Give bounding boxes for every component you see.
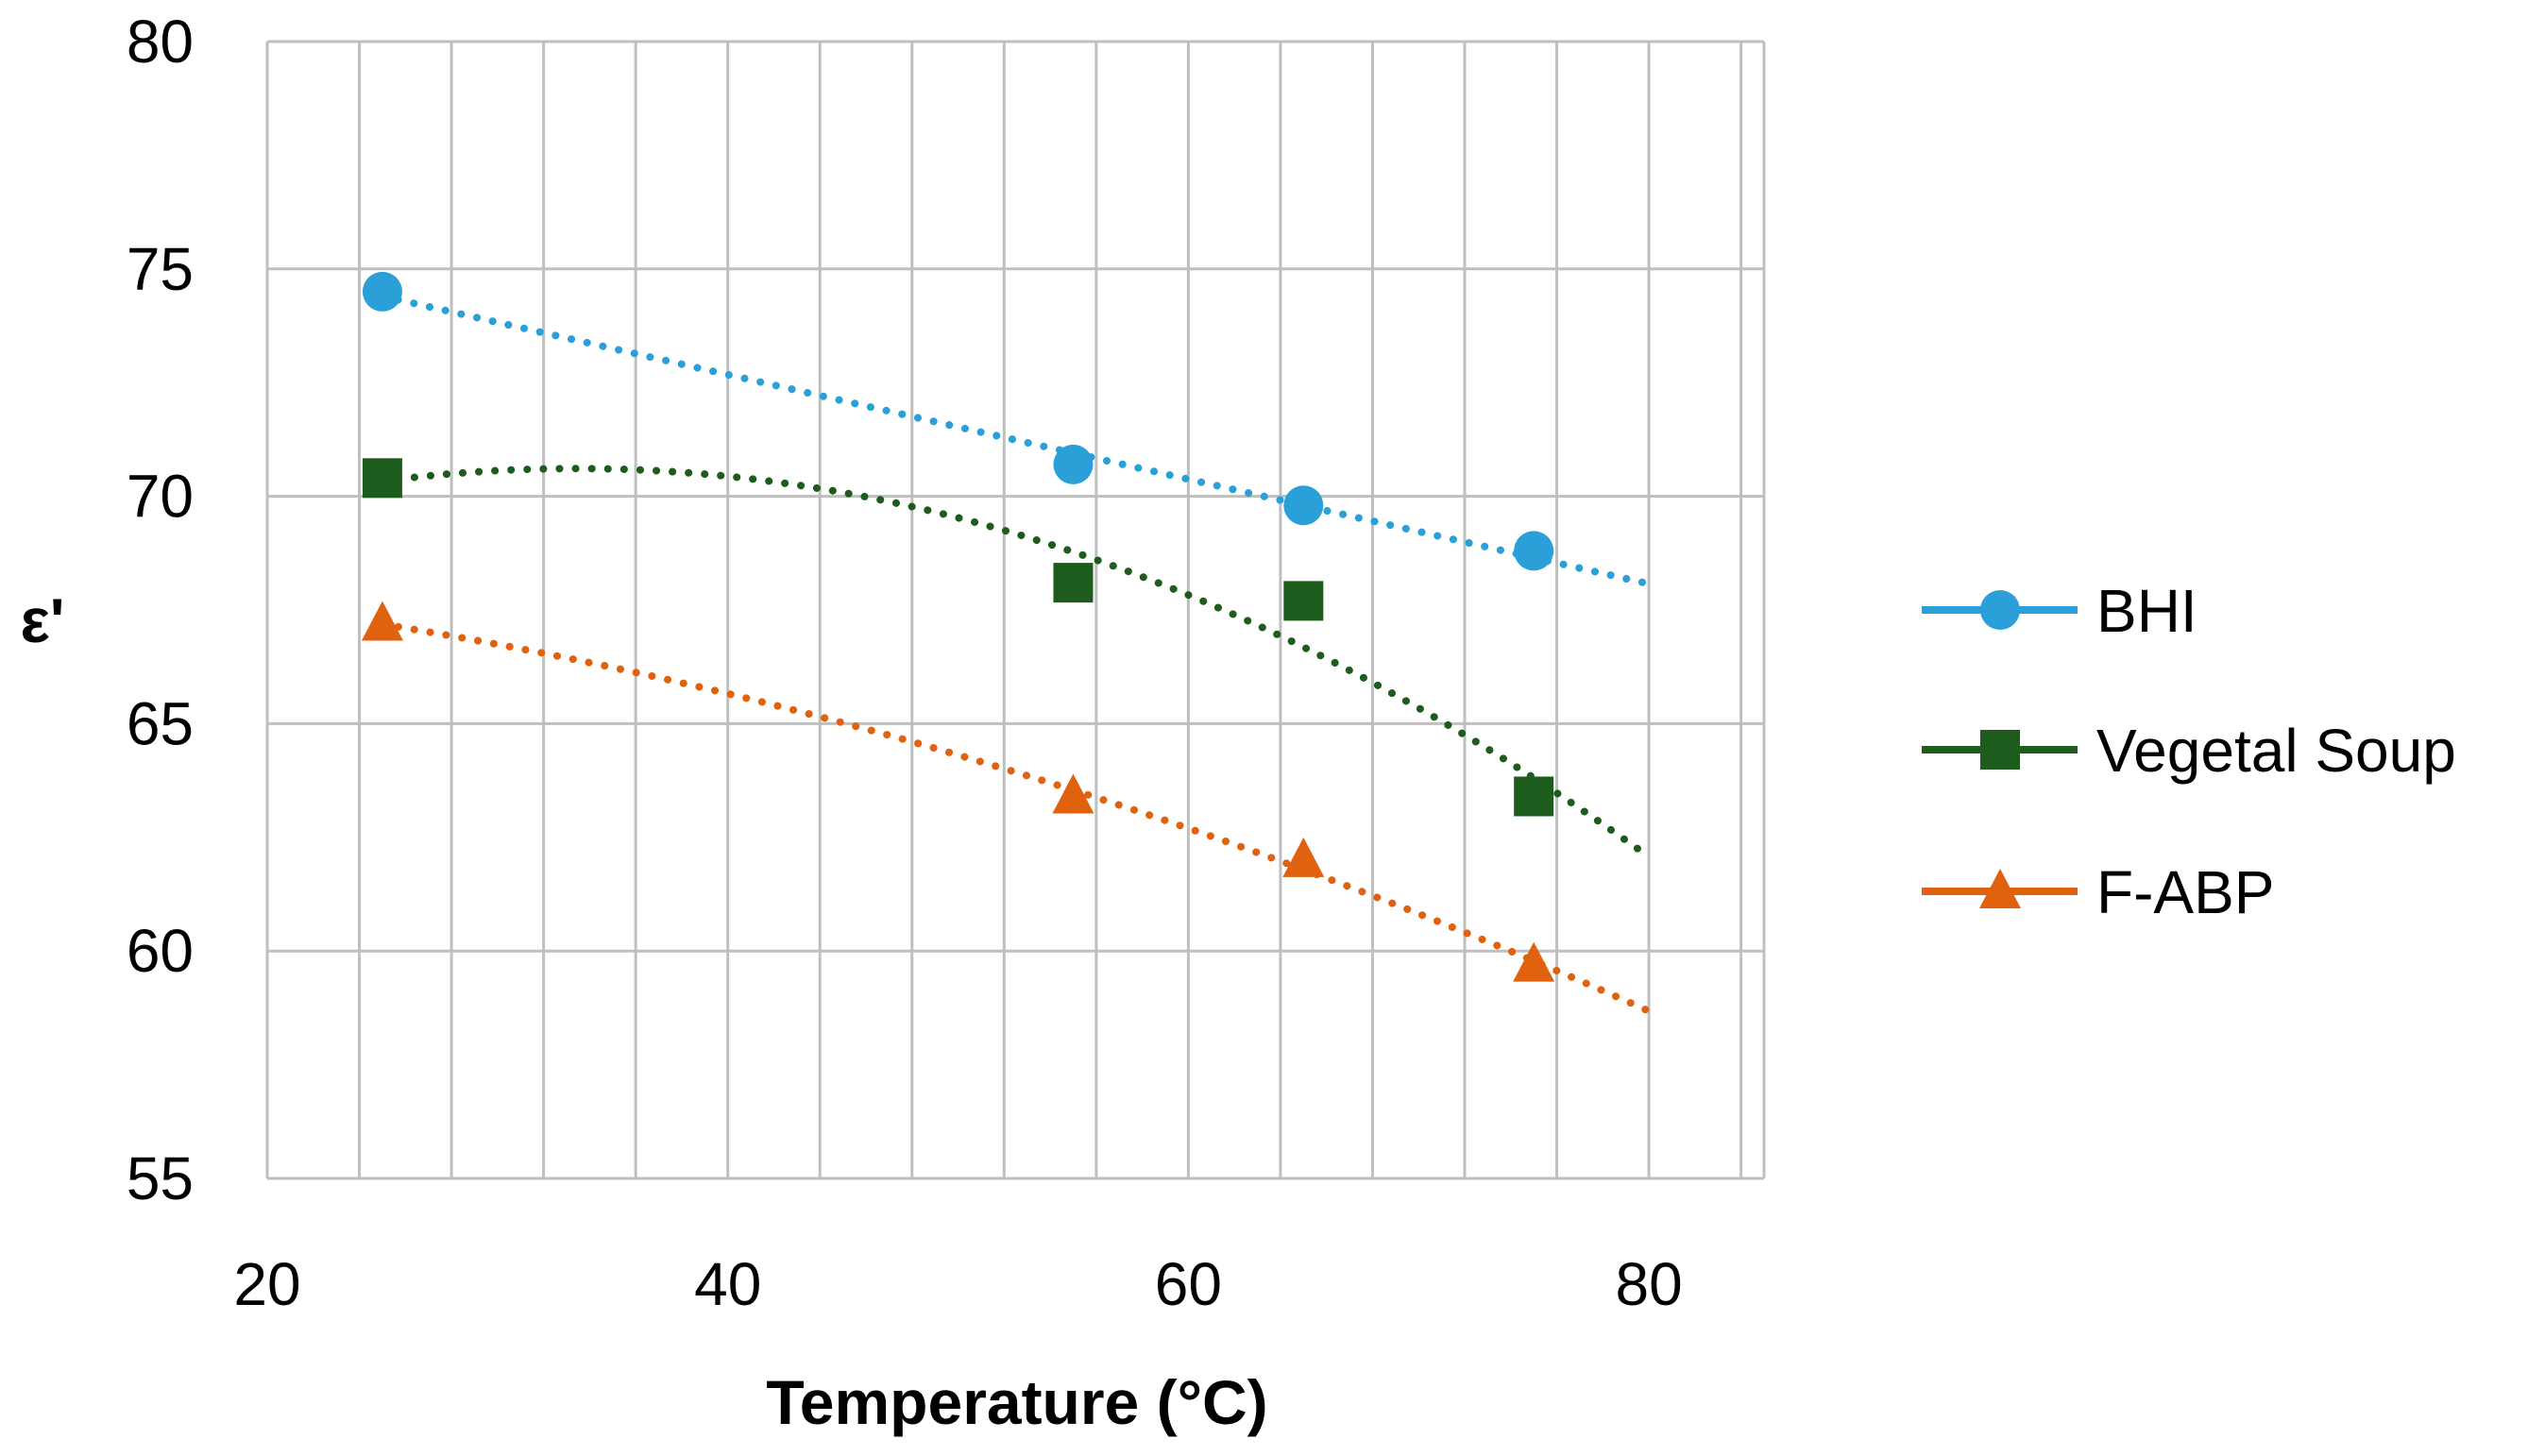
f-abp-trendline: [378, 620, 1654, 1015]
f-abp-data-point: [1513, 941, 1555, 982]
legend: BHI Vegetal Soup F-ABP: [1922, 577, 2456, 926]
bhi-trendline: [378, 292, 1654, 588]
vegetal-soup-data-point: [1053, 563, 1094, 603]
x-tick-label: 40: [694, 1250, 761, 1318]
x-tick-label: 20: [233, 1250, 300, 1318]
y-tick-label: 80: [127, 8, 194, 76]
y-tick-label: 70: [127, 463, 194, 531]
bhi-data-point: [1053, 444, 1094, 484]
y-tick-label: 65: [127, 689, 194, 757]
legend-marker-triangle: [1979, 869, 2021, 908]
tick-label-layer: 20 40 60 80 55 60 65 70 75 80: [127, 8, 1683, 1318]
x-axis-title: Temperature (°C): [766, 1367, 1267, 1437]
legend-item-vegetal-soup: Vegetal Soup: [1922, 717, 2456, 785]
x-tick-label: 80: [1615, 1250, 1682, 1318]
x-tick-label: 60: [1155, 1250, 1222, 1318]
legend-label: F-ABP: [2096, 858, 2274, 926]
marker-layer: [361, 271, 1555, 982]
f-abp-data-point: [1282, 837, 1325, 877]
bhi-data-point: [1514, 531, 1554, 571]
vegetal-soup-data-point: [1283, 581, 1324, 621]
vegetal-soup-trendline: [378, 465, 1654, 861]
legend-label: BHI: [2096, 577, 2197, 645]
y-axis-title: ε': [20, 585, 64, 655]
vegetal-soup-data-point: [362, 458, 402, 499]
y-tick-label: 60: [127, 917, 194, 985]
legend-item-bhi: BHI: [1922, 577, 2197, 645]
vegetal-soup-data-point: [1514, 776, 1554, 817]
legend-marker-square: [1980, 730, 2020, 770]
legend-label: Vegetal Soup: [2096, 717, 2456, 785]
y-tick-label: 55: [127, 1144, 194, 1212]
trendline-layer: [378, 292, 1654, 1015]
y-tick-label: 75: [127, 235, 194, 303]
f-abp-data-point: [361, 601, 403, 641]
grid-layer: [265, 40, 1766, 1180]
legend-marker-circle: [1980, 590, 2020, 630]
legend-item-f-abp: F-ABP: [1922, 858, 2274, 926]
bhi-data-point: [1283, 485, 1324, 526]
f-abp-data-point: [1052, 773, 1094, 814]
bhi-data-point: [362, 271, 402, 312]
